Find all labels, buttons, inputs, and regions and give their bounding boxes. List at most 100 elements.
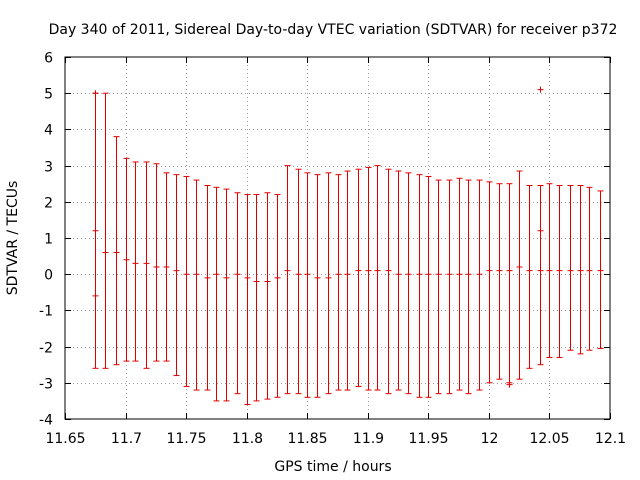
error-bar <box>446 179 453 395</box>
data-point <box>567 267 574 274</box>
x-tick-label: 11.7 <box>111 431 142 447</box>
error-bar <box>516 170 523 380</box>
chart-title: Day 340 of 2011, Sidereal Day-to-day VTE… <box>49 22 618 38</box>
x-tick-label: 11.95 <box>408 431 448 447</box>
data-point <box>92 227 99 234</box>
data-point <box>204 274 211 281</box>
data-point <box>556 267 563 274</box>
y-tick-label: -3 <box>39 377 53 393</box>
data-point <box>476 271 483 278</box>
data-point <box>274 274 281 281</box>
data-point <box>193 271 200 278</box>
error-bar <box>476 179 483 391</box>
data-point <box>123 256 130 263</box>
error-bar <box>416 174 423 398</box>
error-bar <box>274 194 281 398</box>
data-point <box>435 271 442 278</box>
y-tick-label: -2 <box>39 341 53 357</box>
error-bar <box>304 172 311 398</box>
data-point <box>295 271 302 278</box>
x-tick-label: 12.1 <box>595 431 626 447</box>
data-point <box>465 271 472 278</box>
data-point <box>253 278 260 285</box>
error-bar <box>537 185 544 366</box>
data-point <box>92 292 99 299</box>
error-bar <box>365 166 372 391</box>
error-bar <box>425 175 432 398</box>
error-bar <box>506 183 513 384</box>
data-point <box>597 267 604 274</box>
y-tick-label: 2 <box>44 196 53 212</box>
data-point <box>284 267 291 274</box>
error-bar <box>325 172 332 395</box>
data-point <box>425 271 432 278</box>
data-point <box>506 381 513 388</box>
error-bar <box>234 192 241 395</box>
error-bar <box>193 179 200 391</box>
data-point <box>546 267 553 274</box>
data-point <box>335 271 342 278</box>
axis-ticks: 11.65 11.7 11.75 11.8 11.85 11.9 11.95 12 12.05 1… <box>39 51 626 448</box>
data-point <box>344 271 351 278</box>
data-point <box>577 267 584 274</box>
x-tick-label: 12 <box>481 431 499 447</box>
data-point <box>264 278 271 285</box>
y-tick-label: 0 <box>44 268 53 284</box>
y-tick-label: 3 <box>44 160 53 176</box>
error-bar <box>223 188 230 402</box>
data-point <box>516 263 523 270</box>
data-point <box>132 260 139 267</box>
data-point <box>173 267 180 274</box>
data-point <box>537 86 544 93</box>
data-point <box>374 267 381 274</box>
error-bar <box>496 183 503 380</box>
error-bar <box>284 165 291 395</box>
error-bar <box>183 175 190 387</box>
data-point <box>213 271 220 278</box>
y-tick-label: 4 <box>44 123 53 139</box>
error-bar <box>264 192 271 400</box>
error-bar <box>314 174 321 398</box>
data-point <box>416 271 423 278</box>
data-point <box>244 274 251 281</box>
data-point <box>325 274 332 281</box>
data-point <box>153 263 160 270</box>
error-bar <box>204 185 211 391</box>
data-point <box>456 271 463 278</box>
x-tick-label: 11.75 <box>166 431 206 447</box>
error-bar <box>405 172 412 395</box>
data-point <box>395 271 402 278</box>
x-tick-label: 11.8 <box>232 431 263 447</box>
series-layer <box>92 86 604 406</box>
data-point <box>537 267 544 274</box>
x-tick-label: 11.65 <box>45 431 85 447</box>
error-bar <box>253 194 260 402</box>
error-bar <box>395 170 402 391</box>
error-bar <box>335 174 342 391</box>
y-axis-label: SDTVAR / TECUs <box>5 181 21 296</box>
data-point <box>496 267 503 274</box>
y-tick-label: 6 <box>44 51 53 67</box>
data-point <box>355 267 362 274</box>
error-bar <box>213 186 220 402</box>
error-bar <box>102 92 109 369</box>
x-tick-label: 12.05 <box>529 431 569 447</box>
error-bar <box>344 170 351 391</box>
data-point <box>234 271 241 278</box>
data-point <box>486 267 493 274</box>
data-point <box>113 249 120 256</box>
error-bar <box>435 179 442 395</box>
data-point <box>365 267 372 274</box>
data-point <box>183 271 190 278</box>
error-bar <box>374 165 381 391</box>
data-point <box>314 274 321 281</box>
error-bar <box>385 168 392 395</box>
error-bar <box>173 174 180 377</box>
y-tick-label: -1 <box>39 304 53 320</box>
data-point <box>586 267 593 274</box>
error-bar <box>526 185 533 369</box>
data-point <box>163 263 170 270</box>
data-point <box>405 271 412 278</box>
data-point <box>223 274 230 281</box>
